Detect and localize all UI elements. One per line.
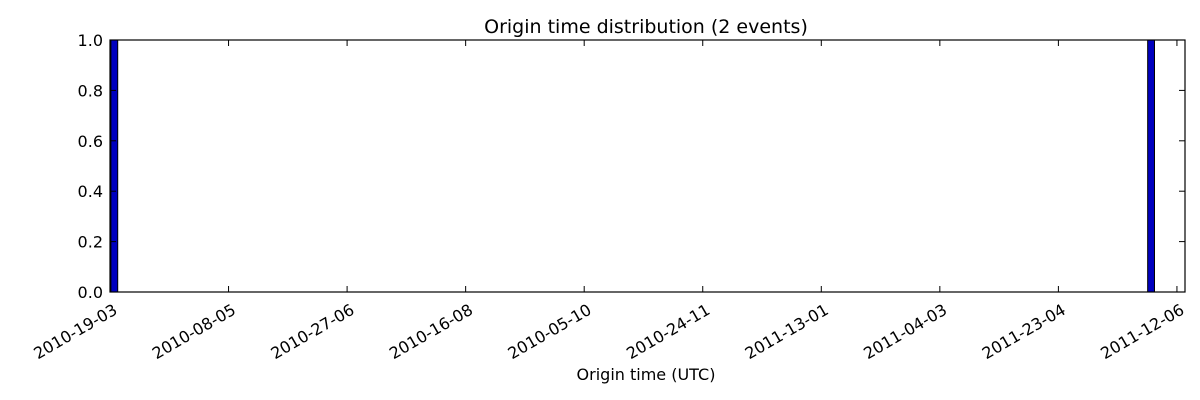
- y-tick-label: 0.4: [78, 182, 103, 201]
- y-tick-label: 0.2: [78, 233, 103, 252]
- x-axis: 2010-19-03 2010-08-05 2010-27-06 2010-16-08…: [30, 40, 1187, 363]
- x-tick-label: 2010-27-06: [267, 300, 357, 363]
- bars-group: [110, 39, 1155, 293]
- x-tick-label: 2011-13-01: [742, 300, 832, 363]
- plot-frame: [109, 39, 1186, 293]
- bar-1: [1147, 39, 1155, 293]
- x-axis-label: Origin time (UTC): [577, 365, 716, 384]
- x-tick-label: 2011-04-03: [860, 300, 950, 363]
- x-tick-label: 2011-12-06: [1097, 300, 1187, 363]
- bar-0: [110, 39, 119, 293]
- y-tick-label: 0.8: [78, 81, 103, 100]
- x-tick-label: 2010-05-10: [505, 300, 595, 363]
- y-tick-label: 0.0: [78, 283, 103, 302]
- x-tick-label: 2010-08-05: [149, 300, 239, 363]
- y-tick-label: 0.6: [78, 132, 103, 151]
- y-tick-label: 1.0: [78, 31, 103, 50]
- x-tick-label: 2010-16-08: [386, 300, 476, 363]
- y-axis: 0.0 0.2 0.4 0.6 0.8 1.0: [78, 31, 1185, 302]
- x-tick-label: 2010-19-03: [30, 300, 120, 363]
- chart-title: Origin time distribution (2 events): [484, 16, 808, 38]
- x-tick-label: 2011-23-04: [979, 300, 1069, 363]
- x-tick-label: 2010-24-11: [623, 300, 713, 363]
